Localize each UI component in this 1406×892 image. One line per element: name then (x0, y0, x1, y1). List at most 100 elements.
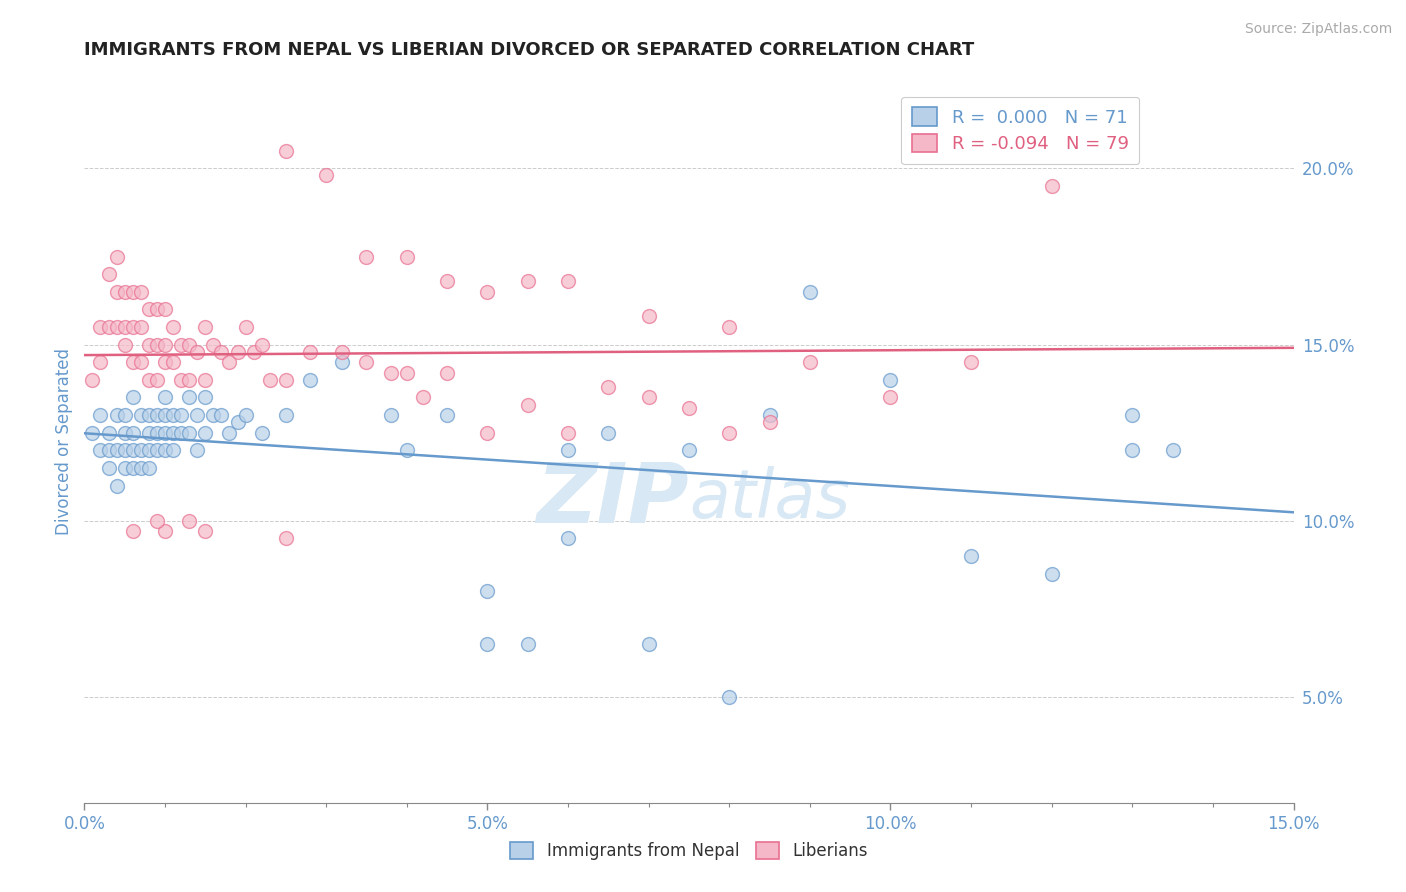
Point (186, 443, 208, 458)
Point (259, 373, 281, 387)
Point (97, 443, 120, 458)
Point (718, 690, 741, 704)
Point (162, 408, 184, 422)
Point (153, 337, 176, 351)
Point (637, 637, 659, 651)
Text: ZIP: ZIP (536, 458, 689, 540)
Point (179, 514, 201, 528)
Point (146, 373, 169, 387)
Point (129, 443, 152, 458)
Point (477, 637, 499, 651)
Point (138, 408, 160, 422)
Point (194, 320, 217, 334)
Point (129, 320, 152, 334)
Point (218, 355, 240, 369)
Point (1040, 179, 1063, 194)
Point (129, 461, 152, 475)
Point (477, 285, 499, 299)
Point (121, 355, 143, 369)
Point (356, 355, 378, 369)
Legend: Immigrants from Nepal, Liberians: Immigrants from Nepal, Liberians (503, 835, 875, 867)
Point (516, 637, 538, 651)
Point (121, 461, 143, 475)
Point (330, 344, 353, 359)
Point (436, 366, 458, 380)
Point (718, 320, 741, 334)
Point (799, 285, 821, 299)
Point (226, 415, 249, 429)
Point (557, 274, 579, 288)
Point (395, 366, 418, 380)
Point (179, 373, 201, 387)
Point (758, 415, 780, 429)
Point (121, 425, 143, 440)
Point (153, 524, 176, 539)
Point (121, 285, 143, 299)
Point (879, 391, 901, 405)
Point (477, 425, 499, 440)
Point (380, 408, 402, 422)
Point (250, 337, 273, 351)
Point (121, 443, 143, 458)
Point (170, 425, 193, 440)
Point (170, 373, 193, 387)
Point (179, 337, 201, 351)
Point (121, 320, 143, 334)
Point (678, 401, 700, 415)
Point (598, 380, 620, 394)
Point (209, 344, 232, 359)
Point (557, 532, 579, 546)
Point (194, 391, 217, 405)
Point (129, 408, 152, 422)
Point (162, 320, 184, 334)
Point (114, 408, 136, 422)
Point (799, 355, 821, 369)
Point (114, 443, 136, 458)
Point (170, 337, 193, 351)
Point (516, 274, 538, 288)
Point (146, 425, 169, 440)
Point (235, 320, 257, 334)
Point (209, 408, 232, 422)
Point (226, 344, 249, 359)
Point (1161, 443, 1184, 458)
Point (718, 425, 741, 440)
Point (97, 425, 120, 440)
Point (235, 408, 257, 422)
Point (97, 267, 120, 281)
Point (153, 408, 176, 422)
Point (637, 391, 659, 405)
Point (138, 425, 160, 440)
Point (274, 144, 297, 158)
Point (170, 408, 193, 422)
Point (153, 355, 176, 369)
Point (194, 425, 217, 440)
Point (114, 337, 136, 351)
Point (153, 443, 176, 458)
Point (89, 355, 111, 369)
Point (114, 285, 136, 299)
Point (105, 285, 128, 299)
Point (89, 320, 111, 334)
Point (516, 398, 538, 412)
Point (250, 425, 273, 440)
Point (315, 169, 337, 183)
Point (436, 408, 458, 422)
Point (637, 310, 659, 324)
Point (146, 302, 169, 317)
Point (557, 425, 579, 440)
Point (153, 391, 176, 405)
Point (202, 408, 225, 422)
Point (97, 461, 120, 475)
Point (274, 373, 297, 387)
Point (114, 425, 136, 440)
Point (879, 373, 901, 387)
Point (138, 461, 160, 475)
Point (105, 320, 128, 334)
Point (97, 320, 120, 334)
Point (194, 373, 217, 387)
Point (380, 366, 402, 380)
Y-axis label: Divorced or Separated: Divorced or Separated (55, 348, 73, 535)
Point (146, 337, 169, 351)
Point (598, 425, 620, 440)
